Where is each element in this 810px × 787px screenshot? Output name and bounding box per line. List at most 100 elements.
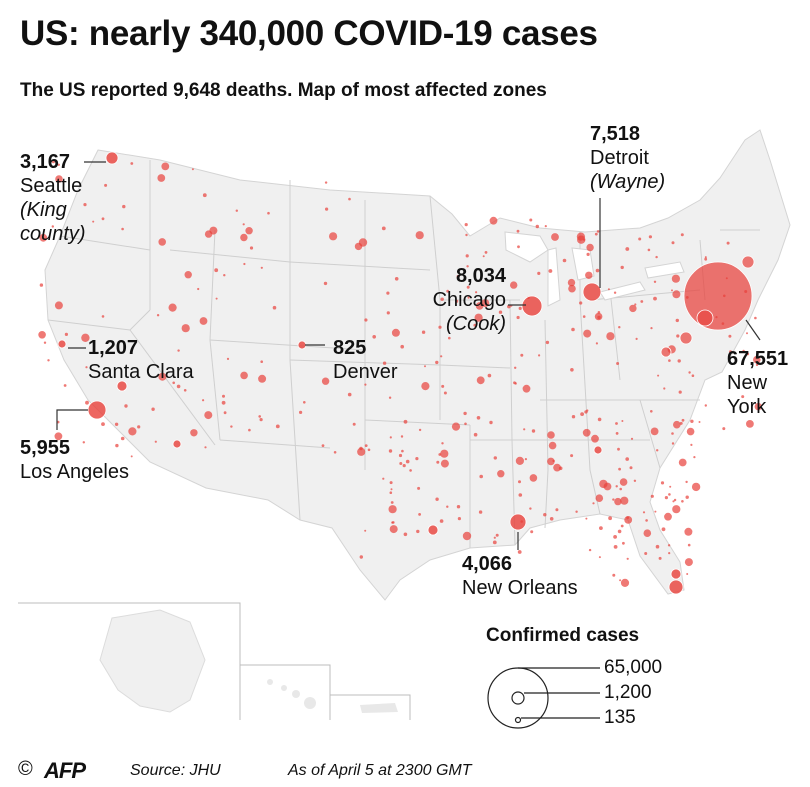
county-bubble-227 bbox=[530, 530, 534, 534]
county-bubble-2 bbox=[463, 411, 467, 416]
county-bubble-53 bbox=[728, 334, 732, 338]
county-bubble-150 bbox=[439, 519, 444, 523]
santa-clara-value: 1,207 bbox=[88, 337, 139, 359]
county-bubble-192 bbox=[492, 540, 497, 545]
county-bubble-174 bbox=[592, 502, 595, 505]
county-bubble-199 bbox=[643, 529, 652, 537]
county-bubble-234 bbox=[517, 550, 522, 554]
county-bubble-213 bbox=[382, 477, 385, 480]
county-bubble-68 bbox=[746, 332, 748, 335]
county-bubble-322 bbox=[348, 197, 351, 201]
county-bubble-362 bbox=[243, 262, 246, 266]
county-bubble-233 bbox=[417, 486, 421, 490]
county-bubble-130 bbox=[586, 409, 589, 412]
as-of-note: As of April 5 at 2300 GMT bbox=[288, 762, 472, 779]
county-bubble-173 bbox=[613, 535, 617, 539]
county-bubble-184 bbox=[644, 552, 648, 555]
seattle-area-line2: county) bbox=[20, 223, 86, 245]
county-bubble-355 bbox=[267, 211, 270, 215]
county-bubble-48 bbox=[668, 359, 671, 362]
seattle-bubble bbox=[105, 151, 119, 165]
county-bubble-237 bbox=[364, 529, 367, 532]
county-bubble-293 bbox=[85, 400, 89, 405]
county-bubble-284 bbox=[214, 268, 219, 273]
puerto-rico-inset bbox=[360, 703, 398, 713]
county-bubble-146 bbox=[389, 481, 393, 485]
county-bubble-391 bbox=[626, 516, 629, 520]
callout-los-angeles: 5,955 Los Angeles bbox=[20, 436, 129, 484]
county-bubble-235 bbox=[673, 420, 681, 429]
dc-bubble bbox=[660, 346, 672, 358]
county-bubble-347 bbox=[222, 394, 225, 398]
county-bubble-338 bbox=[240, 233, 248, 242]
county-bubble-283 bbox=[47, 359, 50, 362]
county-bubble-224 bbox=[405, 459, 410, 464]
county-bubble-143 bbox=[497, 470, 505, 478]
county-bubble-274 bbox=[183, 389, 187, 392]
new-york-name-line1: New bbox=[727, 372, 768, 394]
county-bubble-204 bbox=[399, 462, 403, 465]
county-bubble-238 bbox=[515, 456, 525, 465]
county-bubble-342 bbox=[323, 281, 328, 286]
county-bubble-28 bbox=[507, 304, 511, 309]
county-bubble-265 bbox=[197, 287, 200, 291]
county-bubble-30 bbox=[440, 297, 444, 301]
county-bubble-132 bbox=[688, 371, 691, 374]
county-bubble-289 bbox=[204, 230, 213, 238]
county-bubble-305 bbox=[158, 238, 166, 246]
county-bubble-52 bbox=[579, 301, 583, 305]
county-bubble-107 bbox=[650, 327, 653, 330]
county-bubble-149 bbox=[440, 449, 449, 458]
county-bubble-286 bbox=[81, 333, 90, 342]
santa-clara-bubble bbox=[57, 339, 67, 349]
county-bubble-137 bbox=[597, 315, 601, 320]
county-bubble-339 bbox=[364, 318, 368, 322]
new-york-leader bbox=[745, 319, 761, 341]
new-york-bubble bbox=[683, 261, 753, 331]
county-bubble-389 bbox=[620, 496, 629, 505]
county-bubble-332 bbox=[358, 238, 368, 247]
county-bubble-357 bbox=[382, 361, 387, 365]
county-bubble-116 bbox=[640, 300, 644, 303]
county-bubble-388 bbox=[650, 494, 654, 498]
county-bubble-334 bbox=[372, 335, 377, 339]
county-bubble-153 bbox=[654, 510, 657, 513]
county-bubble-186 bbox=[668, 493, 671, 496]
callout-denver: 825 Denver bbox=[333, 336, 397, 384]
county-bubble-95 bbox=[676, 334, 680, 338]
county-bubble-241 bbox=[524, 458, 528, 461]
new-orleans-value: 4,066 bbox=[462, 553, 513, 575]
county-bubble-219 bbox=[672, 505, 681, 514]
county-bubble-354 bbox=[226, 357, 230, 360]
denver-value: 825 bbox=[333, 337, 367, 359]
los-angeles-bubble bbox=[87, 400, 107, 420]
county-bubble-104 bbox=[586, 252, 590, 256]
map-subtitle: The US reported 9,648 deaths. Map of mos… bbox=[20, 80, 547, 101]
county-bubble-222 bbox=[553, 463, 561, 472]
county-bubble-4 bbox=[648, 235, 653, 239]
county-bubble-343 bbox=[258, 374, 267, 383]
county-bubble-330 bbox=[347, 392, 352, 397]
county-bubble-136 bbox=[671, 289, 673, 292]
county-bubble-178 bbox=[441, 442, 444, 445]
county-bubble-117 bbox=[742, 349, 745, 353]
county-bubble-47 bbox=[672, 290, 681, 299]
county-bubble-159 bbox=[549, 517, 554, 521]
county-bubble-183 bbox=[531, 429, 536, 433]
county-bubble-121 bbox=[606, 332, 615, 341]
county-bubble-61 bbox=[616, 362, 620, 365]
county-bubble-124 bbox=[475, 291, 478, 294]
metro-bubbles bbox=[57, 151, 755, 595]
county-bubble-44 bbox=[638, 237, 642, 241]
county-bubble-268 bbox=[121, 227, 124, 231]
county-bubble-381 bbox=[660, 481, 665, 485]
county-bubble-301 bbox=[122, 204, 126, 209]
county-bubble-123 bbox=[484, 251, 488, 254]
county-bubble-348 bbox=[391, 328, 400, 337]
county-bubble-261 bbox=[151, 407, 155, 411]
county-bubble-226 bbox=[591, 434, 599, 443]
county-bubble-229 bbox=[457, 517, 461, 521]
county-bubble-232 bbox=[570, 454, 574, 458]
county-bubble-60 bbox=[576, 232, 586, 241]
